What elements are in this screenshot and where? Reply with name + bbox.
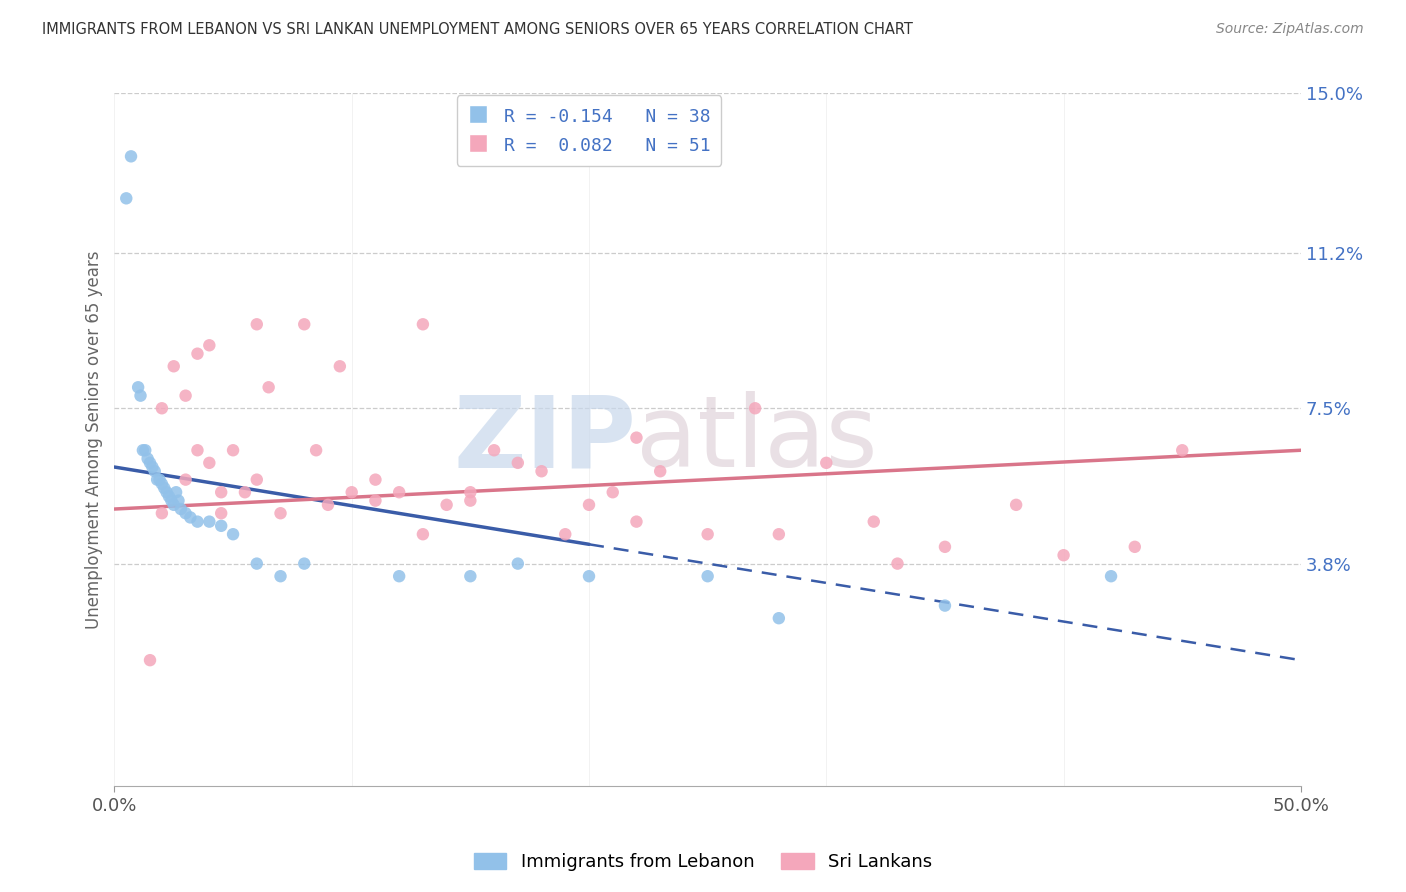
Point [153,481,176,495]
Point [139,653,162,667]
Point [257,380,280,394]
Point [696,569,718,583]
Point [198,338,221,352]
Point [186,443,208,458]
Point [150,401,173,416]
Point [129,389,152,403]
Point [148,473,170,487]
Point [1099,569,1122,583]
Text: atlas: atlas [637,392,879,488]
Point [578,569,600,583]
Y-axis label: Unemployment Among Seniors over 65 years: Unemployment Among Seniors over 65 years [86,251,103,629]
Point [222,443,245,458]
Point [156,485,179,500]
Point [246,557,269,571]
Point [482,443,505,458]
Point [198,456,221,470]
Point [143,464,166,478]
Point [506,456,529,470]
Point [460,493,482,508]
Point [136,451,159,466]
Point [554,527,576,541]
Point [364,493,387,508]
Text: ZIP: ZIP [454,392,637,488]
Point [270,569,292,583]
Text: Source: ZipAtlas.com: Source: ZipAtlas.com [1216,22,1364,37]
Point [292,557,315,571]
Point [340,485,363,500]
Point [934,599,956,613]
Point [246,318,269,332]
Legend: R = -0.154   N = 38, R =  0.082   N = 51: R = -0.154 N = 38, R = 0.082 N = 51 [457,95,721,166]
Point [768,527,790,541]
Point [165,485,187,500]
Point [412,318,434,332]
Point [186,515,208,529]
Point [186,347,208,361]
Point [160,493,183,508]
Point [174,389,197,403]
Point [934,540,956,554]
Point [270,506,292,520]
Point [198,515,221,529]
Point [209,518,232,533]
Point [222,527,245,541]
Point [146,473,169,487]
Point [530,464,553,478]
Point [141,460,163,475]
Point [120,149,142,163]
Point [388,569,411,583]
Point [1052,548,1074,562]
Point [132,443,155,458]
Point [163,498,186,512]
Point [626,431,648,445]
Point [1171,443,1194,458]
Point [163,359,186,374]
Legend: Immigrants from Lebanon, Sri Lankans: Immigrants from Lebanon, Sri Lankans [467,846,939,879]
Point [329,359,352,374]
Point [233,485,256,500]
Point [578,498,600,512]
Point [246,473,269,487]
Point [388,485,411,500]
Point [626,515,648,529]
Point [209,506,232,520]
Point [602,485,624,500]
Point [139,456,162,470]
Point [127,380,149,394]
Point [768,611,790,625]
Point [170,502,193,516]
Point [150,476,173,491]
Point [744,401,766,416]
Point [650,464,672,478]
Point [506,557,529,571]
Point [316,498,339,512]
Point [696,527,718,541]
Point [1123,540,1146,554]
Text: IMMIGRANTS FROM LEBANON VS SRI LANKAN UNEMPLOYMENT AMONG SENIORS OVER 65 YEARS C: IMMIGRANTS FROM LEBANON VS SRI LANKAN UN… [42,22,912,37]
Point [292,318,315,332]
Point [815,456,838,470]
Point [209,485,232,500]
Point [167,493,190,508]
Point [150,506,173,520]
Point [1005,498,1028,512]
Point [157,490,180,504]
Point [115,191,138,205]
Point [412,527,434,541]
Point [179,510,201,524]
Point [886,557,908,571]
Point [460,569,482,583]
Point [460,485,482,500]
Point [174,506,197,520]
Point [174,473,197,487]
Point [436,498,458,512]
Point [134,443,156,458]
Point [364,473,387,487]
Point [305,443,328,458]
Point [862,515,884,529]
